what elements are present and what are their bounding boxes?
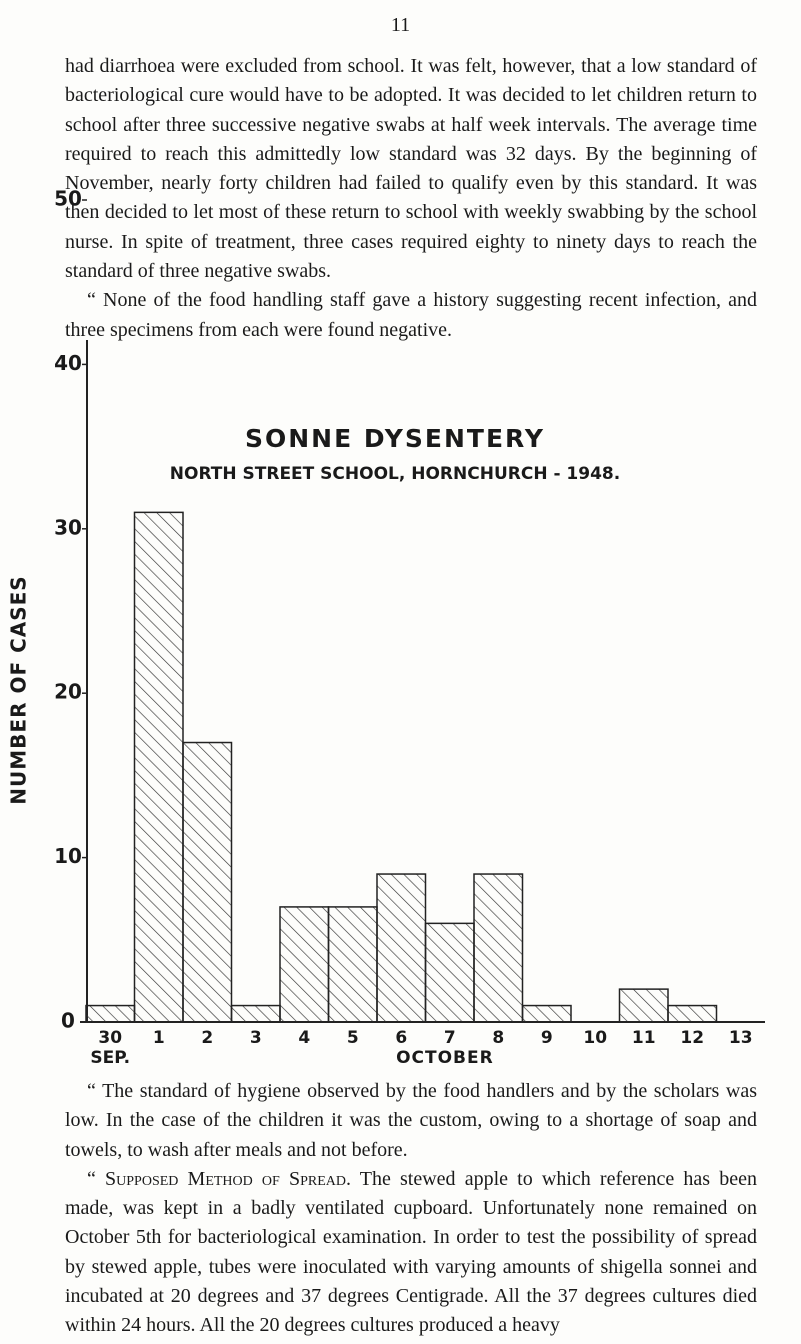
run-in-heading: “ Supposed Method of Spread.	[87, 1167, 351, 1190]
x-tick-label: 11	[632, 1028, 656, 1048]
x-tick-label: 2	[201, 1028, 213, 1048]
bar	[424, 922, 475, 1023]
bar	[376, 873, 427, 1023]
x-tick-label: 7	[444, 1028, 456, 1048]
paragraph: “ Supposed Method of Spread. The stewed …	[65, 1165, 757, 1341]
chart-subtitle: NORTH STREET SCHOOL, HORNCHURCH - 1948.	[170, 464, 620, 484]
bar	[133, 511, 184, 1023]
bar	[521, 1004, 572, 1023]
x-tick-label: 4	[298, 1028, 310, 1048]
y-tick-label: 20	[54, 680, 82, 704]
x-group-label: OCTOBER	[396, 1048, 494, 1068]
text-block: “ The standard of hygiene observed by th…	[65, 1077, 757, 1341]
y-tick-label: 10	[54, 844, 82, 868]
x-tick-label: 6	[395, 1028, 407, 1048]
x-tick-label: 10	[583, 1028, 607, 1048]
y-tick-label: 50	[54, 187, 82, 211]
chart: SONNE DYSENTERY NORTH STREET SCHOOL, HOR…	[7, 187, 765, 1068]
x-tick-label: 12	[680, 1028, 704, 1048]
x-tick-label: 5	[347, 1028, 359, 1048]
page-number: 11	[390, 14, 411, 36]
x-tick-label: 9	[541, 1028, 553, 1048]
paragraph: “ None of the food handling staff gave a…	[65, 289, 757, 341]
bar	[667, 1004, 718, 1023]
chart-title: SONNE DYSENTERY	[245, 424, 545, 453]
x-group-label: SEP.	[90, 1048, 130, 1068]
paragraph: had diarrhoea were excluded from school.…	[65, 55, 757, 283]
y-tick-label: 40	[54, 351, 82, 375]
bar	[182, 741, 233, 1023]
bar	[85, 1004, 136, 1023]
y-axis-label: NUMBER OF CASES	[7, 575, 31, 804]
x-tick-label: 1	[153, 1028, 165, 1048]
x-tick-label: 8	[492, 1028, 504, 1048]
bar	[618, 988, 669, 1023]
y-tick-label: 30	[54, 515, 82, 539]
x-tick-label: 30	[98, 1028, 122, 1048]
text-block: had diarrhoea were excluded from school.…	[65, 52, 757, 345]
bar	[473, 873, 524, 1023]
bar	[279, 906, 330, 1023]
bar	[327, 906, 378, 1023]
paragraph: “ The standard of hygiene observed by th…	[65, 1080, 757, 1161]
paragraph-text: The stewed apple to which reference has …	[65, 1167, 757, 1337]
x-tick-label: 3	[250, 1028, 262, 1048]
x-tick-label: 13	[729, 1028, 753, 1048]
bar	[230, 1004, 281, 1023]
y-tick-label: 0	[61, 1009, 75, 1033]
